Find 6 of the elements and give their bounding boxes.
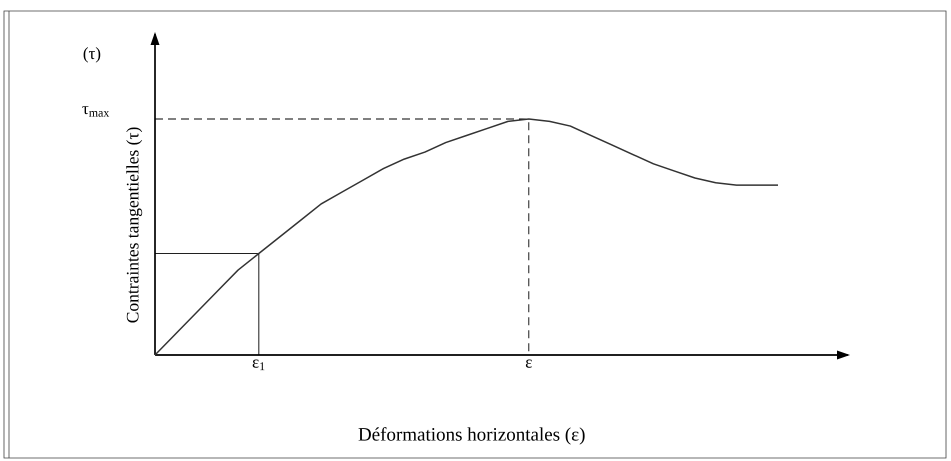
y-axis-title: Contraintes tangentielles (τ) bbox=[126, 127, 142, 323]
x-axis-title: Déformations horizontales (ε) bbox=[358, 427, 585, 445]
text: (τ) bbox=[84, 47, 100, 63]
ref-line-label: τ$_{max}$ bbox=[82, 106, 110, 117]
x-tick-label: ε bbox=[526, 360, 532, 368]
x-tick-label: ε$_{1}$ bbox=[252, 360, 264, 370]
